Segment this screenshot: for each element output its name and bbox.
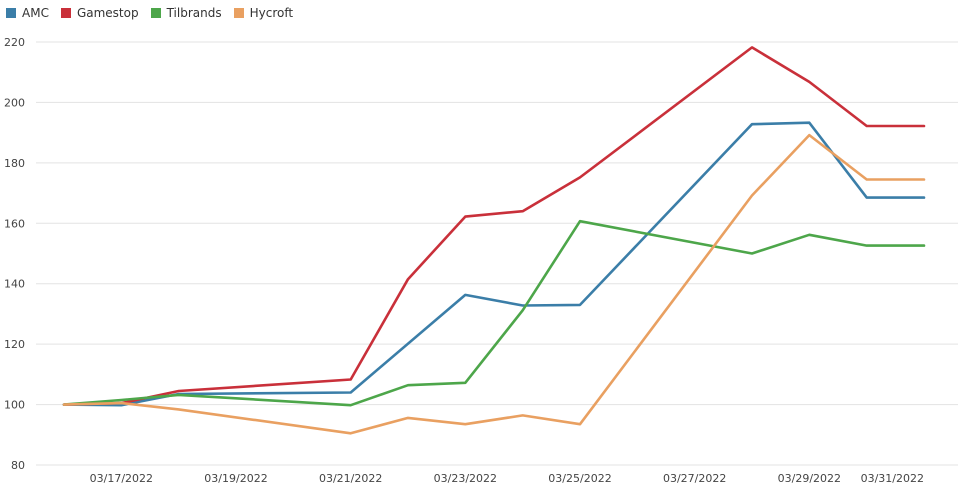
legend-swatch (60, 8, 71, 18)
series-line-hycroft[interactable] (62, 133, 926, 435)
legend-swatch (6, 8, 16, 18)
x-tick-label: 03/27/2022 (663, 472, 726, 485)
x-axis: 03/17/2022 03/19/2022 03/21/2022 03/23/2022… (90, 472, 924, 485)
series-line-gamestop[interactable] (62, 46, 926, 406)
y-tick-label: 140 (4, 278, 25, 291)
x-tick-label: 03/31/2022 (861, 472, 924, 485)
x-tick-label: 03/23/2022 (434, 472, 497, 485)
y-tick-label: 160 (4, 217, 25, 230)
y-tick-label: 120 (4, 338, 25, 351)
legend-item-tilbrands[interactable]: Tilbrands (150, 6, 222, 20)
x-tick-label: 03/29/2022 (778, 472, 841, 485)
y-tick-label: 180 (4, 157, 25, 170)
x-tick-label: 03/19/2022 (204, 472, 267, 485)
y-tick-label: 220 (4, 36, 25, 49)
legend-swatch (233, 8, 244, 18)
legend: AMC Gamestop Tilbrands Hycroft (6, 6, 293, 20)
legend-item-gamestop[interactable]: Gamestop (60, 6, 139, 20)
legend-item-amc[interactable]: AMC (6, 6, 49, 20)
series-group (62, 46, 926, 435)
x-tick-label: 03/17/2022 (90, 472, 153, 485)
x-tick-label: 03/21/2022 (319, 472, 382, 485)
series-line-amc[interactable] (62, 121, 926, 407)
y-axis: 80 100 120 140 160 180 200 220 (4, 36, 25, 472)
legend-label: AMC (22, 6, 49, 20)
legend-item-hycroft[interactable]: Hycroft (233, 6, 294, 20)
y-tick-label: 100 (4, 399, 25, 412)
series-line-tilbrands[interactable] (62, 219, 926, 407)
legend-label: Tilbrands (166, 6, 222, 20)
gridlines (36, 41, 958, 466)
legend-swatch (150, 8, 161, 18)
y-tick-label: 80 (11, 459, 25, 472)
legend-label: Gamestop (76, 6, 139, 20)
y-tick-label: 200 (4, 96, 25, 109)
legend-label: Hycroft (249, 6, 294, 20)
x-tick-label: 03/25/2022 (548, 472, 611, 485)
